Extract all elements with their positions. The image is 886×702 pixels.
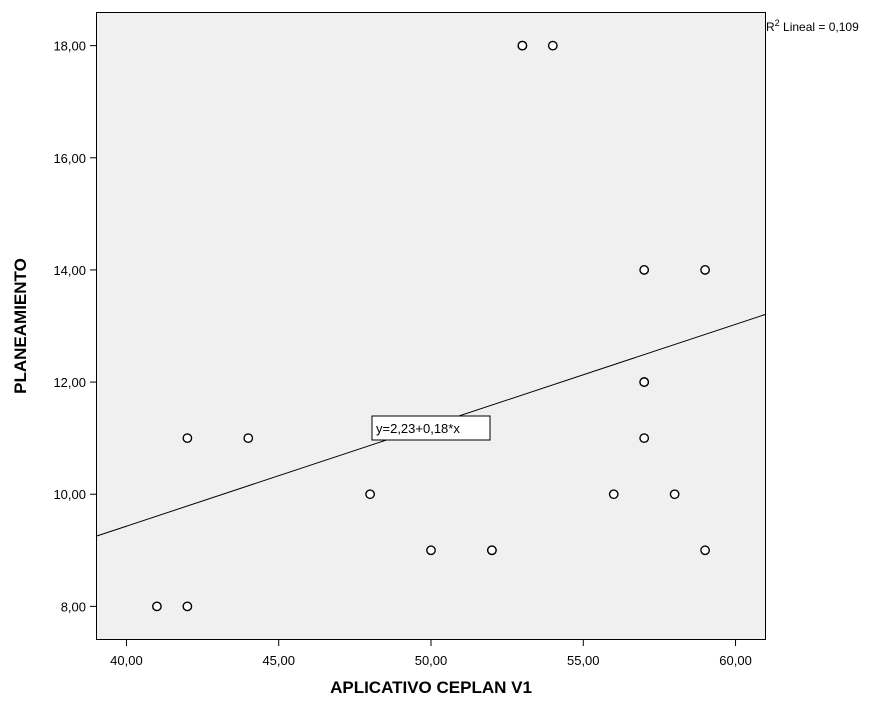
data-point xyxy=(182,433,193,444)
r2-superscript: 2 xyxy=(775,18,780,28)
data-point xyxy=(243,433,254,444)
x-tick-label: 40,00 xyxy=(110,653,143,668)
r2-label: R2 Lineal = 0,109 xyxy=(766,18,859,34)
data-point xyxy=(639,377,650,387)
x-tick-label: 60,00 xyxy=(719,653,752,668)
plot-area xyxy=(96,12,766,640)
data-point xyxy=(639,265,650,275)
data-point xyxy=(426,545,436,556)
x-axis: 40,00 45,00 50,00 55,00 60,00 xyxy=(110,640,752,668)
data-points xyxy=(152,40,710,612)
y-tick-label: 10,00 xyxy=(53,487,86,502)
y-tick-label: 14,00 xyxy=(53,263,86,278)
x-tick-label: 45,00 xyxy=(262,653,295,668)
equation-text: y=2,23+0,18*x xyxy=(376,421,460,436)
data-point xyxy=(547,40,558,51)
y-axis-title: PLANEAMIENTO xyxy=(11,258,30,394)
equation-box xyxy=(371,415,491,441)
data-point xyxy=(639,433,650,444)
data-point xyxy=(669,489,680,500)
x-tick-label: 50,00 xyxy=(415,653,448,668)
data-point xyxy=(608,489,619,500)
data-point xyxy=(182,601,193,612)
r2-prefix: R xyxy=(766,20,775,34)
y-tick-label: 12,00 xyxy=(53,375,86,390)
x-axis-title: APLICATIVO CEPLAN V1 xyxy=(330,678,532,697)
data-point xyxy=(700,545,710,556)
data-point xyxy=(700,265,710,275)
data-point xyxy=(152,601,162,612)
y-axis: 8,00 10,00 12,00 14,00 16,00 18,00 xyxy=(53,39,96,614)
x-tick-label: 55,00 xyxy=(567,653,600,668)
data-point xyxy=(365,489,375,500)
data-point xyxy=(517,40,528,51)
plot-border xyxy=(96,12,766,640)
y-tick-label: 16,00 xyxy=(53,151,86,166)
r2-value: Lineal = 0,109 xyxy=(780,20,859,34)
equation-label: y=2,23+0,18*x xyxy=(371,415,491,441)
y-tick-label: 8,00 xyxy=(61,599,86,614)
data-point xyxy=(487,545,497,556)
y-tick-label: 18,00 xyxy=(53,39,86,54)
